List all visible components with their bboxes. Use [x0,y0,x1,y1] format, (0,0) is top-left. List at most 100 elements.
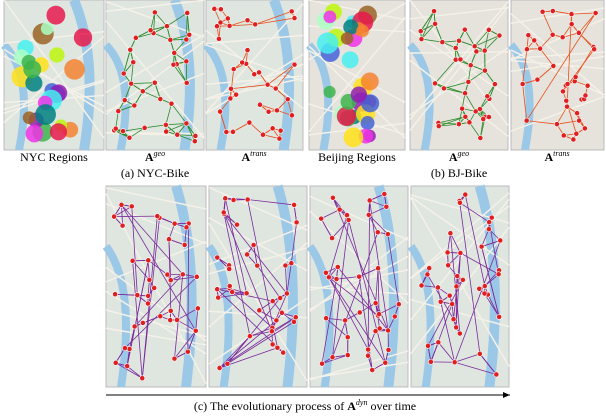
station-pin [172,50,177,55]
station-pin [427,266,432,271]
station-pin [184,59,189,64]
station-pin [195,306,200,311]
region-blob [361,72,379,90]
station-pin [436,340,441,345]
station-pin [428,359,433,364]
station-pin [486,114,491,119]
station-pin [132,103,137,108]
station-pin [385,328,390,333]
station-pin [116,109,121,114]
station-pin [231,197,236,202]
station-pin [462,91,467,96]
map-panel [310,186,408,387]
station-pin [281,350,286,355]
station-pin [121,71,126,76]
region-blob [351,87,367,103]
station-pin [376,311,381,316]
region-blob [64,59,85,80]
station-pin [111,214,116,219]
station-pin [231,67,236,72]
station-pin [278,128,283,133]
station-pin [148,28,153,33]
station-pin [289,113,294,118]
station-pin [120,129,125,134]
station-pin [425,343,430,348]
station-pin [240,60,245,65]
station-pin [440,40,445,45]
map-panel [209,186,307,387]
station-pin [165,272,170,277]
station-pin [122,345,127,350]
station-pin [257,308,262,313]
station-pin [419,36,424,41]
station-pin [225,16,230,21]
station-pin [193,328,198,333]
station-pin [168,37,173,42]
station-pin [130,258,135,263]
station-pin [477,286,482,291]
station-pin [216,36,221,41]
station-pin [172,221,177,226]
station-pin [431,9,436,14]
station-pin [482,48,487,53]
station-pin [462,27,467,32]
station-pin [289,261,294,266]
station-pin [164,129,169,134]
station-pin [146,258,151,263]
station-pin [473,109,478,114]
station-pin [215,287,220,292]
map-panel [106,0,204,150]
station-pin [345,352,350,357]
panel-label: Beijing Regions [318,150,396,164]
station-pin [227,283,232,288]
station-pin [571,137,576,142]
station-pin [551,63,556,68]
station-pin [448,231,453,236]
station-pin [460,106,465,111]
station-pin [175,132,180,137]
station-pin [158,314,163,319]
panel-label: NYC Regions [20,150,88,164]
station-pin [375,266,380,271]
station-pin [346,217,351,222]
region-blob [361,116,375,130]
station-pin [233,92,238,97]
station-pin [215,255,220,260]
station-pin [283,263,288,268]
station-pin [113,292,118,297]
caption: (c) The evolutionary process of Adyn ove… [194,398,416,413]
station-pin [265,82,270,87]
map-panel [410,0,508,150]
station-pin [227,266,232,271]
station-pin [168,318,173,323]
station-pin [128,47,133,52]
station-pin [457,331,462,336]
station-pin [569,22,574,27]
station-pin [247,120,252,125]
station-pin [223,196,228,201]
station-pin [270,342,275,347]
station-pin [245,197,250,202]
station-pin [292,202,297,207]
station-pin [274,318,279,323]
station-pin [323,270,328,275]
station-pin [489,215,494,220]
station-pin [445,250,450,255]
station-pin [253,22,258,27]
station-pin [256,70,261,75]
station-pin [275,345,280,350]
station-pin [472,44,477,49]
station-pin [561,133,566,138]
subcaption: (b) BJ-Bike [431,166,487,180]
region-blob [35,104,56,125]
station-pin [187,32,192,37]
station-pin [447,293,452,298]
station-pin [194,274,199,279]
station-pin [180,272,185,277]
region-blob [323,10,336,23]
station-pin [538,46,543,51]
station-pin [456,38,461,43]
station-pin [230,129,235,134]
region-blob [23,60,41,78]
region-blob [41,22,54,35]
